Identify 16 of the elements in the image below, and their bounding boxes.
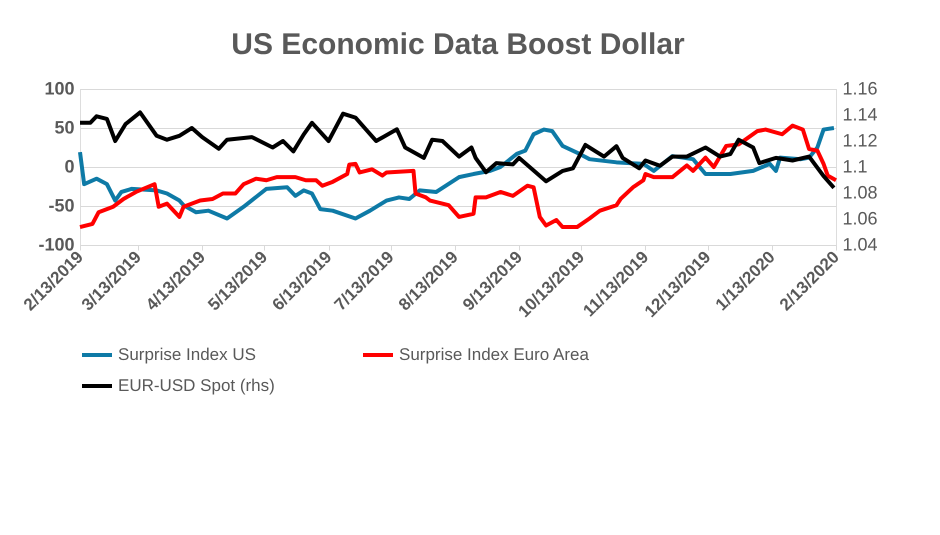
y2-tick-label: 1.16 bbox=[842, 78, 878, 98]
legend-label: Surprise Index US bbox=[118, 345, 256, 364]
y2-tick-label: 1.04 bbox=[842, 234, 878, 254]
y-tick-label: 50 bbox=[54, 118, 74, 138]
chart-title: US Economic Data Boost Dollar bbox=[231, 28, 686, 61]
y2-tick-label: 1.1 bbox=[842, 156, 868, 176]
legend-label: EUR-USD Spot (rhs) bbox=[118, 376, 275, 395]
y2-tick-label: 1.08 bbox=[842, 182, 878, 202]
y-tick-label: 0 bbox=[64, 156, 74, 176]
y2-tick-label: 1.12 bbox=[842, 130, 878, 150]
y-tick-label: -50 bbox=[48, 196, 74, 216]
y2-tick-label: 1.06 bbox=[842, 208, 878, 228]
legend-label: Surprise Index Euro Area bbox=[399, 345, 590, 364]
line-series bbox=[78, 110, 836, 190]
y2-tick-label: 1.14 bbox=[842, 104, 878, 124]
y-tick-label: 100 bbox=[44, 78, 74, 98]
